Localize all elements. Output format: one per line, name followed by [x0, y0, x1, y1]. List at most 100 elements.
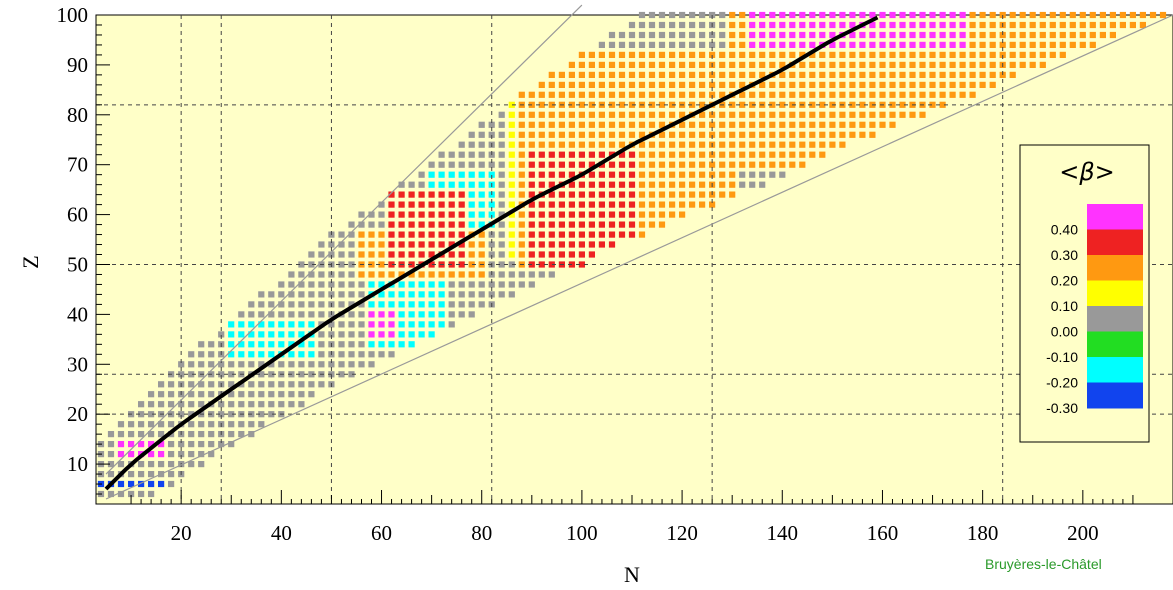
nucleus-cell — [418, 231, 425, 238]
nucleus-cell — [648, 11, 656, 19]
nucleus-cell — [588, 251, 595, 258]
nucleus-cell — [558, 241, 565, 248]
nucleus-cell — [538, 161, 545, 168]
nucleus-cell — [568, 151, 575, 158]
nucleus-cell — [919, 81, 926, 88]
nucleus-cell — [939, 11, 946, 19]
x-tick-label: 180 — [967, 521, 999, 545]
nucleus-cell — [628, 221, 636, 228]
nucleus-cell — [228, 331, 235, 338]
nucleus-cell — [358, 291, 365, 298]
nucleus-cell — [518, 241, 525, 248]
nucleus-cell — [458, 251, 465, 258]
nucleus-cell — [598, 81, 605, 88]
nucleus-cell — [138, 431, 145, 438]
nucleus-cell — [188, 361, 195, 368]
nucleus-cell — [719, 21, 726, 29]
nucleus-cell — [298, 291, 305, 298]
nucleus-cell — [378, 301, 385, 308]
nucleus-cell — [1009, 41, 1016, 48]
nucleus-cell — [548, 221, 555, 228]
nucleus-cell — [528, 131, 535, 138]
nucleus-cell — [1109, 21, 1116, 29]
legend-swatch — [1087, 306, 1143, 332]
nucleus-cell — [238, 331, 245, 338]
nucleus-cell — [669, 151, 676, 158]
nucleus-cell — [528, 181, 535, 188]
nucleus-cell — [158, 480, 165, 488]
nucleus-cell — [548, 231, 555, 238]
nucleus-cell — [749, 181, 756, 188]
nucleus-cell — [588, 171, 595, 178]
nucleus-cell — [578, 241, 585, 248]
nucleus-cell — [899, 81, 906, 88]
nucleus-cell — [398, 211, 405, 218]
nucleus-cell — [769, 11, 776, 19]
nucleus-cell — [388, 301, 395, 308]
nucleus-cell — [278, 401, 285, 408]
nucleus-cell — [528, 281, 535, 288]
nucleus-cell — [679, 181, 686, 188]
y-tick-label: 80 — [67, 103, 88, 127]
nucleus-cell — [478, 231, 485, 238]
nucleus-cell — [478, 221, 485, 228]
nucleus-cell — [1069, 41, 1076, 48]
nucleus-cell — [458, 181, 465, 188]
nucleus-cell — [498, 211, 505, 218]
nucleus-cell — [428, 291, 435, 298]
nucleus-cell — [749, 121, 756, 128]
nucleus-cell — [398, 311, 405, 318]
nucleus-cell — [568, 131, 575, 138]
nucleus-cell — [709, 91, 716, 98]
nucleus-cell — [218, 401, 225, 408]
nucleus-cell — [1029, 21, 1036, 29]
nucleus-cell — [228, 351, 235, 358]
nucleus-cell — [1079, 21, 1086, 29]
nucleus-cell — [1009, 71, 1016, 78]
nucleus-cell — [749, 11, 756, 19]
nucleus-cell — [648, 51, 656, 58]
nucleus-cell — [408, 311, 415, 318]
nucleus-cell — [338, 301, 345, 308]
nucleus-cell — [288, 311, 295, 318]
nucleus-cell — [318, 361, 325, 368]
nucleus-cell — [608, 121, 616, 128]
nucleus-cell — [779, 91, 786, 98]
nucleus-cell — [538, 101, 545, 108]
nucleus-cell — [438, 161, 445, 168]
nucleus-cell — [739, 61, 746, 68]
nucleus-cell — [929, 41, 936, 48]
nucleus-cell — [658, 121, 666, 128]
nucleus-cell — [148, 401, 155, 408]
nucleus-cell — [288, 391, 295, 398]
nucleus-cell — [919, 61, 926, 68]
nucleus-cell — [669, 201, 676, 208]
nucleus-cell — [488, 171, 495, 178]
nucleus-cell — [528, 141, 535, 148]
nucleus-cell — [148, 441, 155, 448]
nucleus-cell — [308, 281, 315, 288]
nucleus-cell — [959, 31, 966, 39]
nucleus-cell — [879, 61, 886, 68]
nucleus-cell — [819, 91, 826, 98]
nucleus-cell — [608, 111, 616, 118]
nucleus-cell — [418, 271, 425, 278]
nucleus-cell — [669, 71, 676, 78]
nucleus-cell — [288, 291, 295, 298]
nucleus-cell — [889, 31, 896, 39]
nucleus-cell — [408, 281, 415, 288]
nucleus-cell — [839, 41, 846, 48]
nucleus-cell — [598, 211, 605, 218]
nucleus-cell — [829, 51, 836, 58]
nucleus-cell — [719, 121, 726, 128]
nucleus-cell — [1079, 41, 1086, 48]
nucleus-cell — [398, 281, 405, 288]
nucleus-cell — [538, 231, 545, 238]
nucleus-cell — [618, 221, 626, 228]
nucleus-cell — [689, 51, 696, 58]
nucleus-cell — [719, 61, 726, 68]
nucleus-cell — [578, 231, 585, 238]
nucleus-cell — [348, 341, 355, 348]
nucleus-cell — [899, 61, 906, 68]
nucleus-cell — [598, 41, 605, 48]
